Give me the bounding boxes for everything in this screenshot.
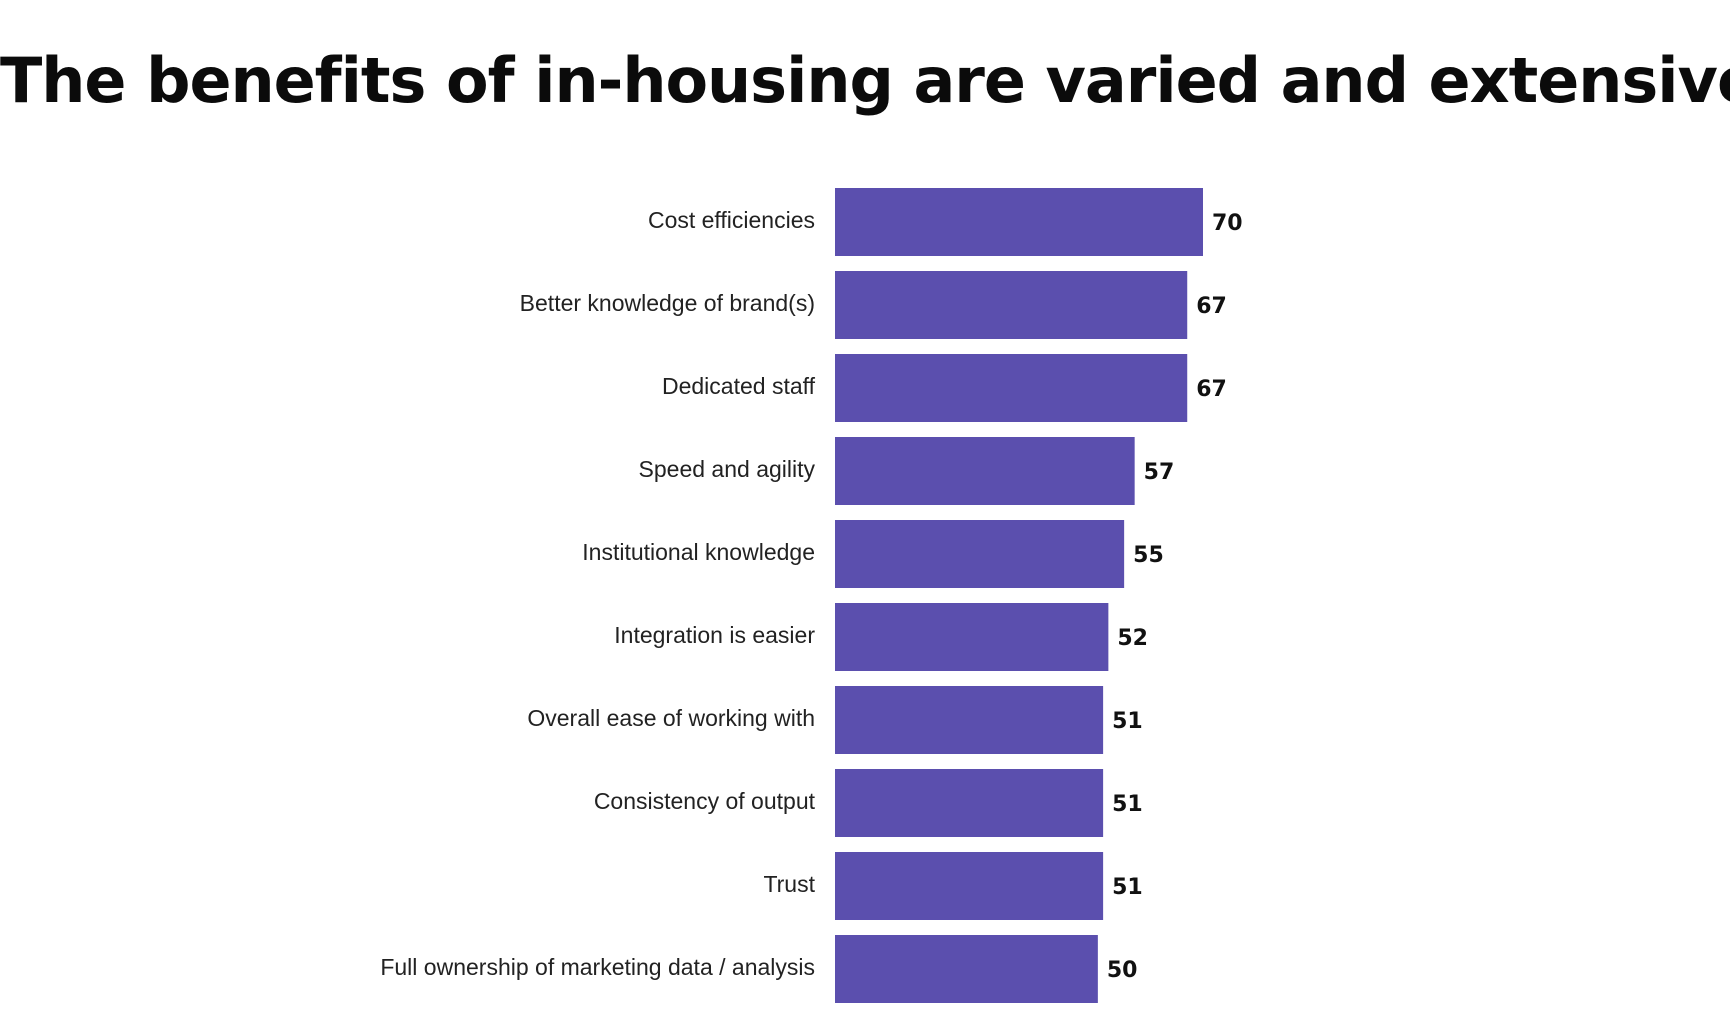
- bar-4: [835, 437, 1135, 505]
- value-label: 67: [1196, 377, 1227, 402]
- value-label: 70: [1212, 211, 1243, 236]
- bars-layer: [835, 188, 1203, 1003]
- category-label: Full ownership of marketing data / analy…: [380, 954, 815, 980]
- value-label: 57: [1144, 460, 1175, 485]
- bar-10: [835, 935, 1098, 1003]
- value-label: 52: [1117, 626, 1148, 651]
- value-label: 55: [1133, 543, 1164, 568]
- category-label: Better knowledge of brand(s): [520, 290, 815, 316]
- bar-7: [835, 686, 1104, 754]
- bar-3: [835, 354, 1188, 422]
- value-label: 67: [1196, 294, 1227, 319]
- category-label: Overall ease of working with: [527, 705, 815, 731]
- bar-1: [835, 188, 1203, 256]
- category-label: Cost efficiencies: [648, 207, 815, 233]
- category-label: Dedicated staff: [662, 373, 816, 399]
- value-label: 50: [1107, 958, 1138, 983]
- value-label: 51: [1112, 792, 1143, 817]
- value-labels-layer: 70 67 67 57 55 52 51 51 51 50: [1107, 211, 1243, 983]
- category-label: Integration is easier: [614, 622, 815, 648]
- bar-5: [835, 520, 1125, 588]
- bar-2: [835, 271, 1188, 339]
- category-label: Institutional knowledge: [582, 539, 815, 565]
- category-label: Speed and agility: [639, 456, 816, 482]
- value-label: 51: [1112, 875, 1143, 900]
- category-label: Trust: [763, 871, 815, 897]
- bar-6: [835, 603, 1109, 671]
- category-label: Consistency of output: [594, 788, 816, 814]
- bar-9: [835, 852, 1104, 920]
- bar-8: [835, 769, 1104, 837]
- value-label: 51: [1112, 709, 1143, 734]
- category-labels-layer: Cost efficiencies Better knowledge of bra…: [380, 207, 815, 980]
- chart-title: The benefits of in-housing are varied an…: [0, 44, 1730, 117]
